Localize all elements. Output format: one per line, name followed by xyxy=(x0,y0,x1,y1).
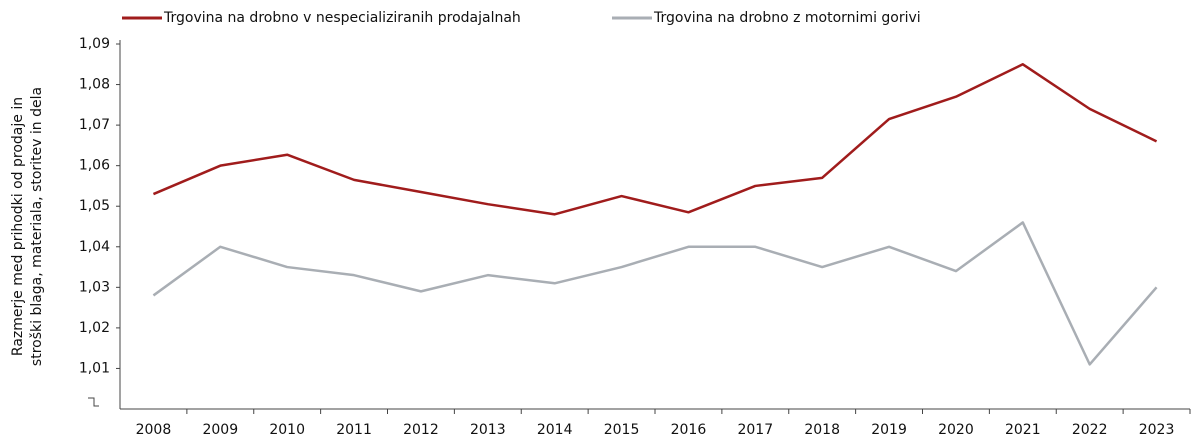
y-tick-label: 1,02 xyxy=(79,320,110,336)
x-tick-label: 2013 xyxy=(470,422,506,438)
series-line xyxy=(152,63,1158,216)
x-tick-label: 2008 xyxy=(136,422,172,438)
x-tick-label: 2010 xyxy=(269,422,305,438)
axis-break xyxy=(88,397,99,407)
y-tick-label: 1,06 xyxy=(79,158,110,174)
legend-label: Trgovina na drobno z motornimi gorivi xyxy=(653,10,921,26)
x-tick-label: 2014 xyxy=(537,422,573,438)
x-tick-label: 2017 xyxy=(737,422,773,438)
y-axis-label: Razmerje med prihodki od prodaje in xyxy=(10,97,26,356)
x-tick-label: 2015 xyxy=(604,422,640,438)
y-axis-label: stroški blaga, materiala, storitev in de… xyxy=(29,87,45,366)
x-tick-label: 2023 xyxy=(1139,422,1175,438)
y-tick-label: 1,04 xyxy=(79,239,110,255)
series-line xyxy=(152,221,1158,366)
x-tick-label: 2016 xyxy=(671,422,707,438)
y-tick-label: 1,01 xyxy=(79,360,110,376)
x-tick-label: 2018 xyxy=(804,422,840,438)
x-tick-label: 2012 xyxy=(403,422,439,438)
x-tick-label: 2021 xyxy=(1005,422,1041,438)
x-tick-label: 2009 xyxy=(202,422,238,438)
legend-label: Trgovina na drobno v nespecializiranih p… xyxy=(163,10,521,26)
y-tick-label: 1,07 xyxy=(79,117,110,133)
y-tick-label: 1,08 xyxy=(79,77,110,93)
y-tick-label: 1,05 xyxy=(79,198,110,214)
x-tick-label: 2022 xyxy=(1072,422,1108,438)
x-tick-label: 2020 xyxy=(938,422,974,438)
x-tick-label: 2011 xyxy=(336,422,372,438)
y-tick-label: 1,09 xyxy=(79,36,110,52)
x-tick-label: 2019 xyxy=(871,422,907,438)
y-tick-label: 1,03 xyxy=(79,279,110,295)
